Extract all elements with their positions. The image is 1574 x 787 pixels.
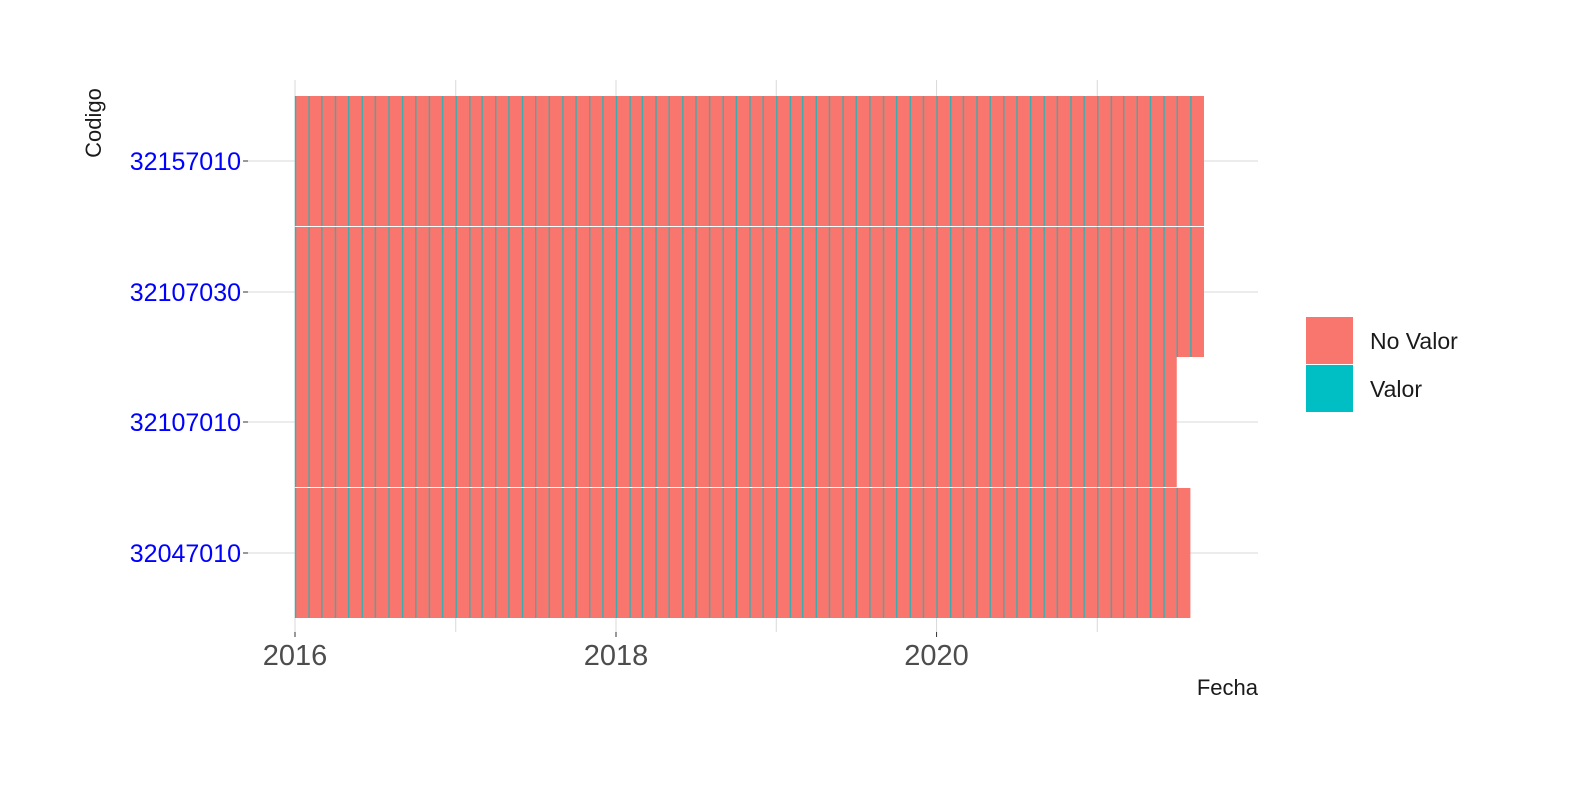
x-axis: 2016 2018 2020 [263, 632, 969, 672]
y-tick-label-32047010: 32047010 [130, 540, 241, 568]
y-tick-label-32107010: 32107010 [130, 409, 241, 437]
x-tick-label-2016: 2016 [263, 640, 328, 672]
tile-row-32047010 [295, 488, 1191, 618]
x-axis-title: Fecha [1197, 675, 1259, 700]
y-tick-label-32107030: 32107030 [130, 279, 241, 307]
x-tick-label-2018: 2018 [584, 640, 649, 672]
legend: No Valor Valor [1306, 317, 1458, 412]
x-tick-label-2020: 2020 [904, 640, 969, 672]
legend-swatch-valor [1306, 365, 1353, 412]
y-axis-title: Codigo [81, 88, 106, 158]
month-separators [294, 96, 1192, 618]
legend-swatch-no-valor [1306, 317, 1353, 364]
y-tick-label-32157010: 32157010 [130, 148, 241, 176]
legend-label-valor: Valor [1370, 376, 1422, 402]
legend-label-no-valor: No Valor [1370, 328, 1458, 354]
y-axis: 32047010 32107010 32107030 32157010 [130, 148, 248, 568]
